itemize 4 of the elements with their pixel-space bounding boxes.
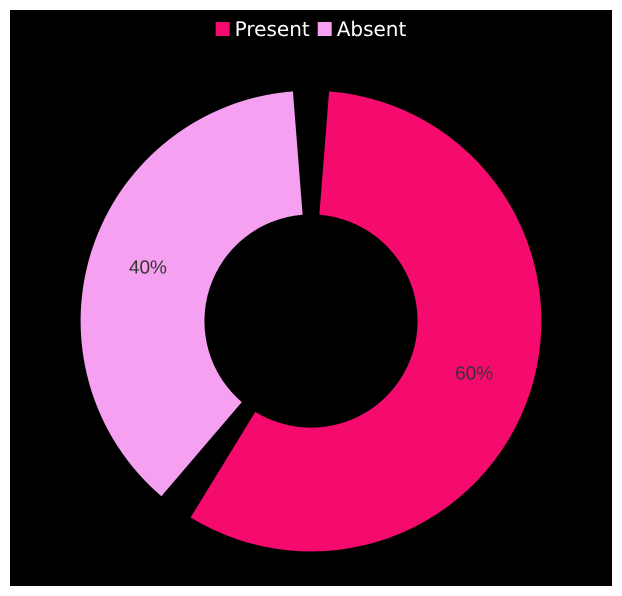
data-label: 40% [128, 258, 168, 279]
legend-label: Present [234, 17, 310, 41]
data-label: 60% [455, 364, 494, 385]
legend-label: Absent [336, 17, 406, 41]
